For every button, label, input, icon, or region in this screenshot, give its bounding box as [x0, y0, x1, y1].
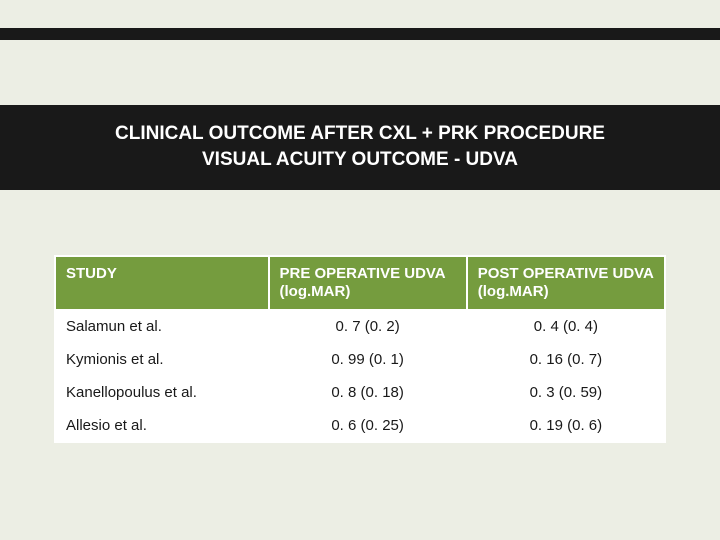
- cell-pre: 0. 8 (0. 18): [269, 376, 467, 409]
- col-header-pre: PRE OPERATIVE UDVA (log.MAR): [269, 256, 467, 310]
- results-table: STUDY PRE OPERATIVE UDVA (log.MAR) POST …: [54, 255, 666, 443]
- table-row: Kanellopoulus et al. 0. 8 (0. 18) 0. 3 (…: [55, 376, 665, 409]
- col-header-study: STUDY: [55, 256, 269, 310]
- cell-study: Kanellopoulus et al.: [55, 376, 269, 409]
- col-header-post: POST OPERATIVE UDVA (log.MAR): [467, 256, 665, 310]
- table-row: Kymionis et al. 0. 99 (0. 1) 0. 16 (0. 7…: [55, 343, 665, 376]
- cell-study: Kymionis et al.: [55, 343, 269, 376]
- table-row: Salamun et al. 0. 7 (0. 2) 0. 4 (0. 4): [55, 310, 665, 343]
- top-stripe: [0, 28, 720, 40]
- cell-study: Allesio et al.: [55, 409, 269, 442]
- title-line-1: CLINICAL OUTCOME AFTER CXL + PRK PROCEDU…: [0, 121, 720, 147]
- cell-pre: 0. 7 (0. 2): [269, 310, 467, 343]
- cell-post: 0. 19 (0. 6): [467, 409, 665, 442]
- table-header-row: STUDY PRE OPERATIVE UDVA (log.MAR) POST …: [55, 256, 665, 310]
- bottom-stripe: [0, 496, 720, 508]
- title-line-2: VISUAL ACUITY OUTCOME - UDVA: [0, 147, 720, 173]
- cell-pre: 0. 6 (0. 25): [269, 409, 467, 442]
- cell-post: 0. 16 (0. 7): [467, 343, 665, 376]
- cell-post: 0. 3 (0. 59): [467, 376, 665, 409]
- cell-study: Salamun et al.: [55, 310, 269, 343]
- title-banner: CLINICAL OUTCOME AFTER CXL + PRK PROCEDU…: [0, 105, 720, 190]
- cell-post: 0. 4 (0. 4): [467, 310, 665, 343]
- table-row: Allesio et al. 0. 6 (0. 25) 0. 19 (0. 6): [55, 409, 665, 442]
- cell-pre: 0. 99 (0. 1): [269, 343, 467, 376]
